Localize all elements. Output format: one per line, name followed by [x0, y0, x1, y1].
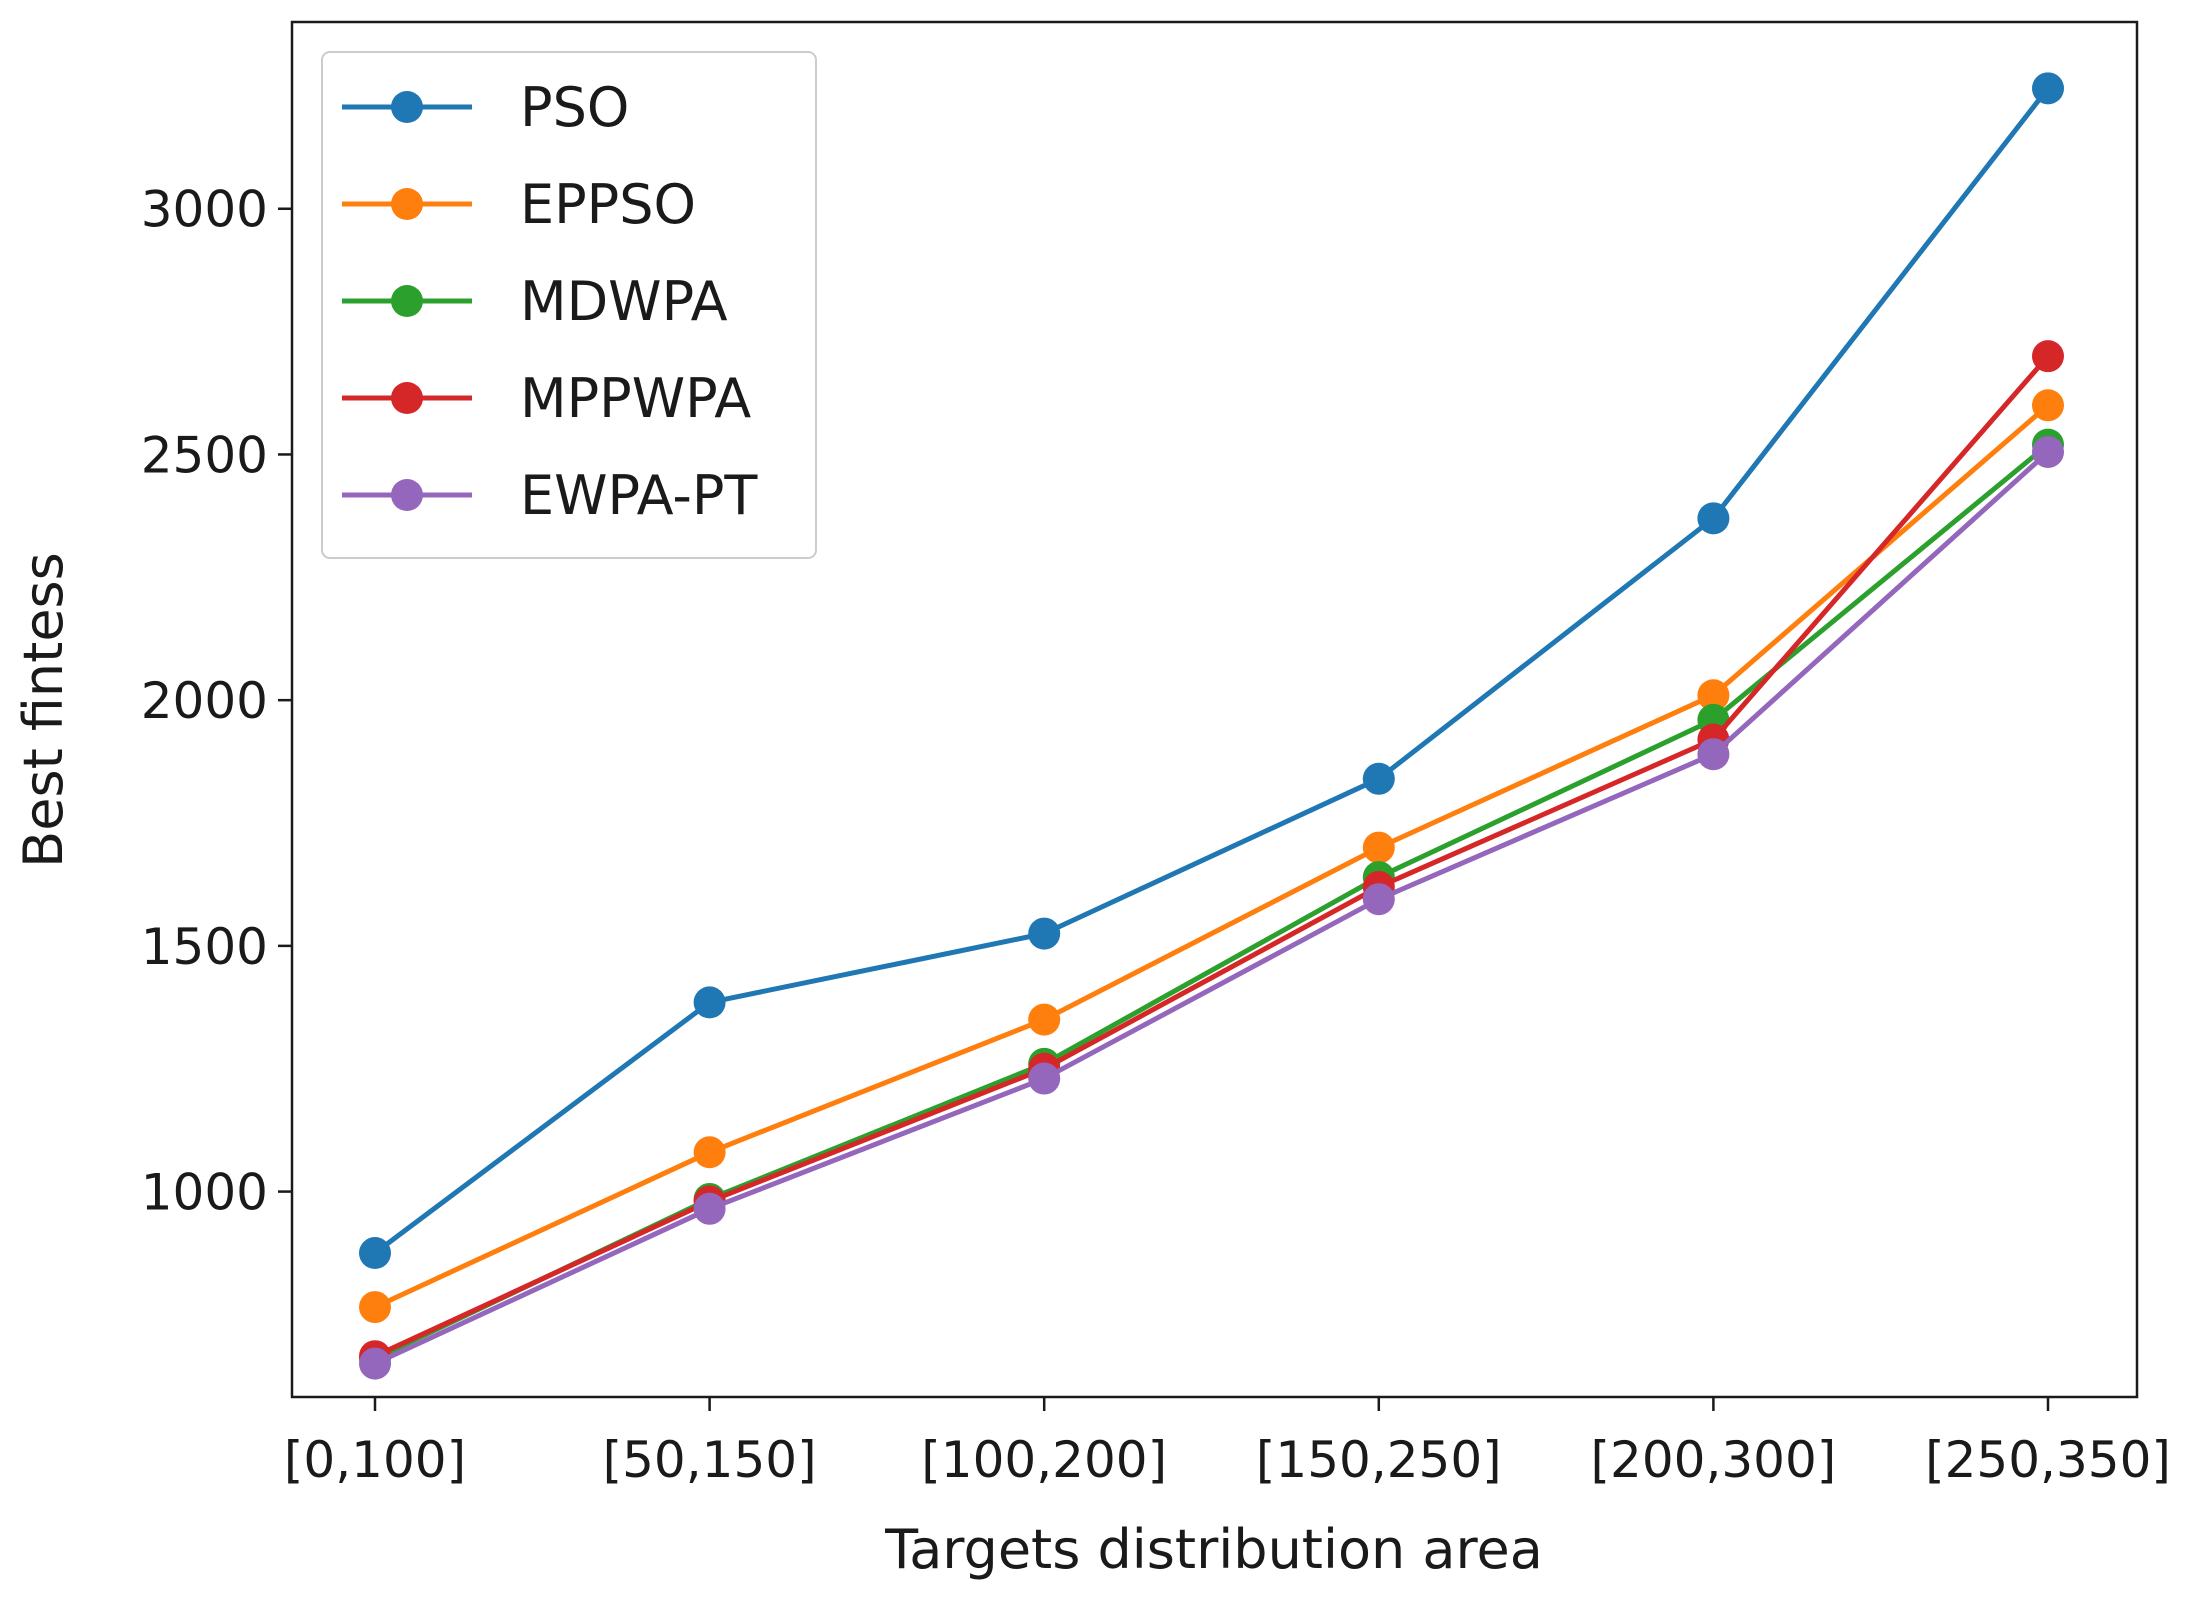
data-point [1697, 679, 1730, 712]
data-point [1362, 883, 1395, 916]
y-tick-label: 1000 [141, 1164, 268, 1222]
x-tick-label: [50,150] [603, 1431, 817, 1489]
legend-label: EWPA-PT [520, 464, 758, 527]
legend-marker [391, 188, 423, 220]
x-axis-label: Targets distribution area [884, 1518, 1543, 1581]
series-line [373, 354, 2050, 1359]
x-tick-label: [100,200] [921, 1431, 1167, 1489]
series-group [359, 72, 2064, 1380]
data-point [693, 1136, 726, 1169]
x-axis: [0,100] [50,150] [100,200] [150,250] [200,30… [284, 1397, 2171, 1489]
legend-marker [391, 91, 423, 123]
y-axis: 1000 1500 2000 2500 3000 [141, 181, 292, 1222]
data-point [1697, 738, 1730, 771]
data-point [2032, 389, 2064, 422]
series-line [373, 86, 2050, 1256]
data-point [693, 1192, 726, 1225]
data-point [359, 1237, 391, 1270]
legend-item: MDWPA [342, 270, 728, 333]
y-tick-label: 2000 [141, 672, 268, 730]
series-line [373, 450, 2050, 1366]
x-tick-label: [150,250] [1256, 1431, 1502, 1489]
data-point [359, 1291, 391, 1324]
legend: PSO EPPSO MDWPA MPPWPA EWPA-PT [321, 51, 817, 559]
legend-label: EPPSO [520, 173, 696, 236]
legend-marker [391, 479, 423, 511]
series-pso [359, 72, 2064, 1270]
y-axis-label: Best fintess [12, 552, 75, 868]
data-point [359, 1347, 391, 1380]
legend-label: MPPWPA [520, 367, 751, 430]
x-tick-label: [0,100] [284, 1431, 466, 1489]
legend-item: MPPWPA [342, 367, 751, 430]
y-tick-label: 2500 [141, 426, 268, 484]
legend-frame [321, 51, 817, 559]
data-point [1362, 831, 1395, 864]
data-point [1697, 502, 1730, 535]
x-tick-label: [200,300] [1591, 1431, 1837, 1489]
legend-marker [391, 285, 423, 317]
legend-label: PSO [520, 76, 629, 139]
data-point [693, 986, 726, 1019]
legend-label: MDWPA [520, 270, 728, 333]
data-point [1028, 1003, 1061, 1036]
x-tick-label: [250,350] [1925, 1431, 2171, 1489]
data-point [1362, 762, 1395, 795]
series-eppso [359, 389, 2064, 1324]
y-tick-label: 1500 [141, 918, 268, 976]
data-point [1028, 917, 1061, 950]
series-ewpa-pt [359, 435, 2064, 1380]
data-point [2032, 340, 2064, 373]
data-point [2032, 72, 2064, 105]
y-tick-label: 3000 [141, 181, 268, 239]
legend-item: PSO [342, 76, 629, 139]
legend-item: EPPSO [342, 173, 696, 236]
legend-item: EWPA-PT [342, 464, 758, 527]
data-point [2032, 435, 2064, 468]
series-line [373, 403, 2050, 1310]
data-point [1028, 1062, 1061, 1095]
legend-marker [391, 382, 423, 414]
